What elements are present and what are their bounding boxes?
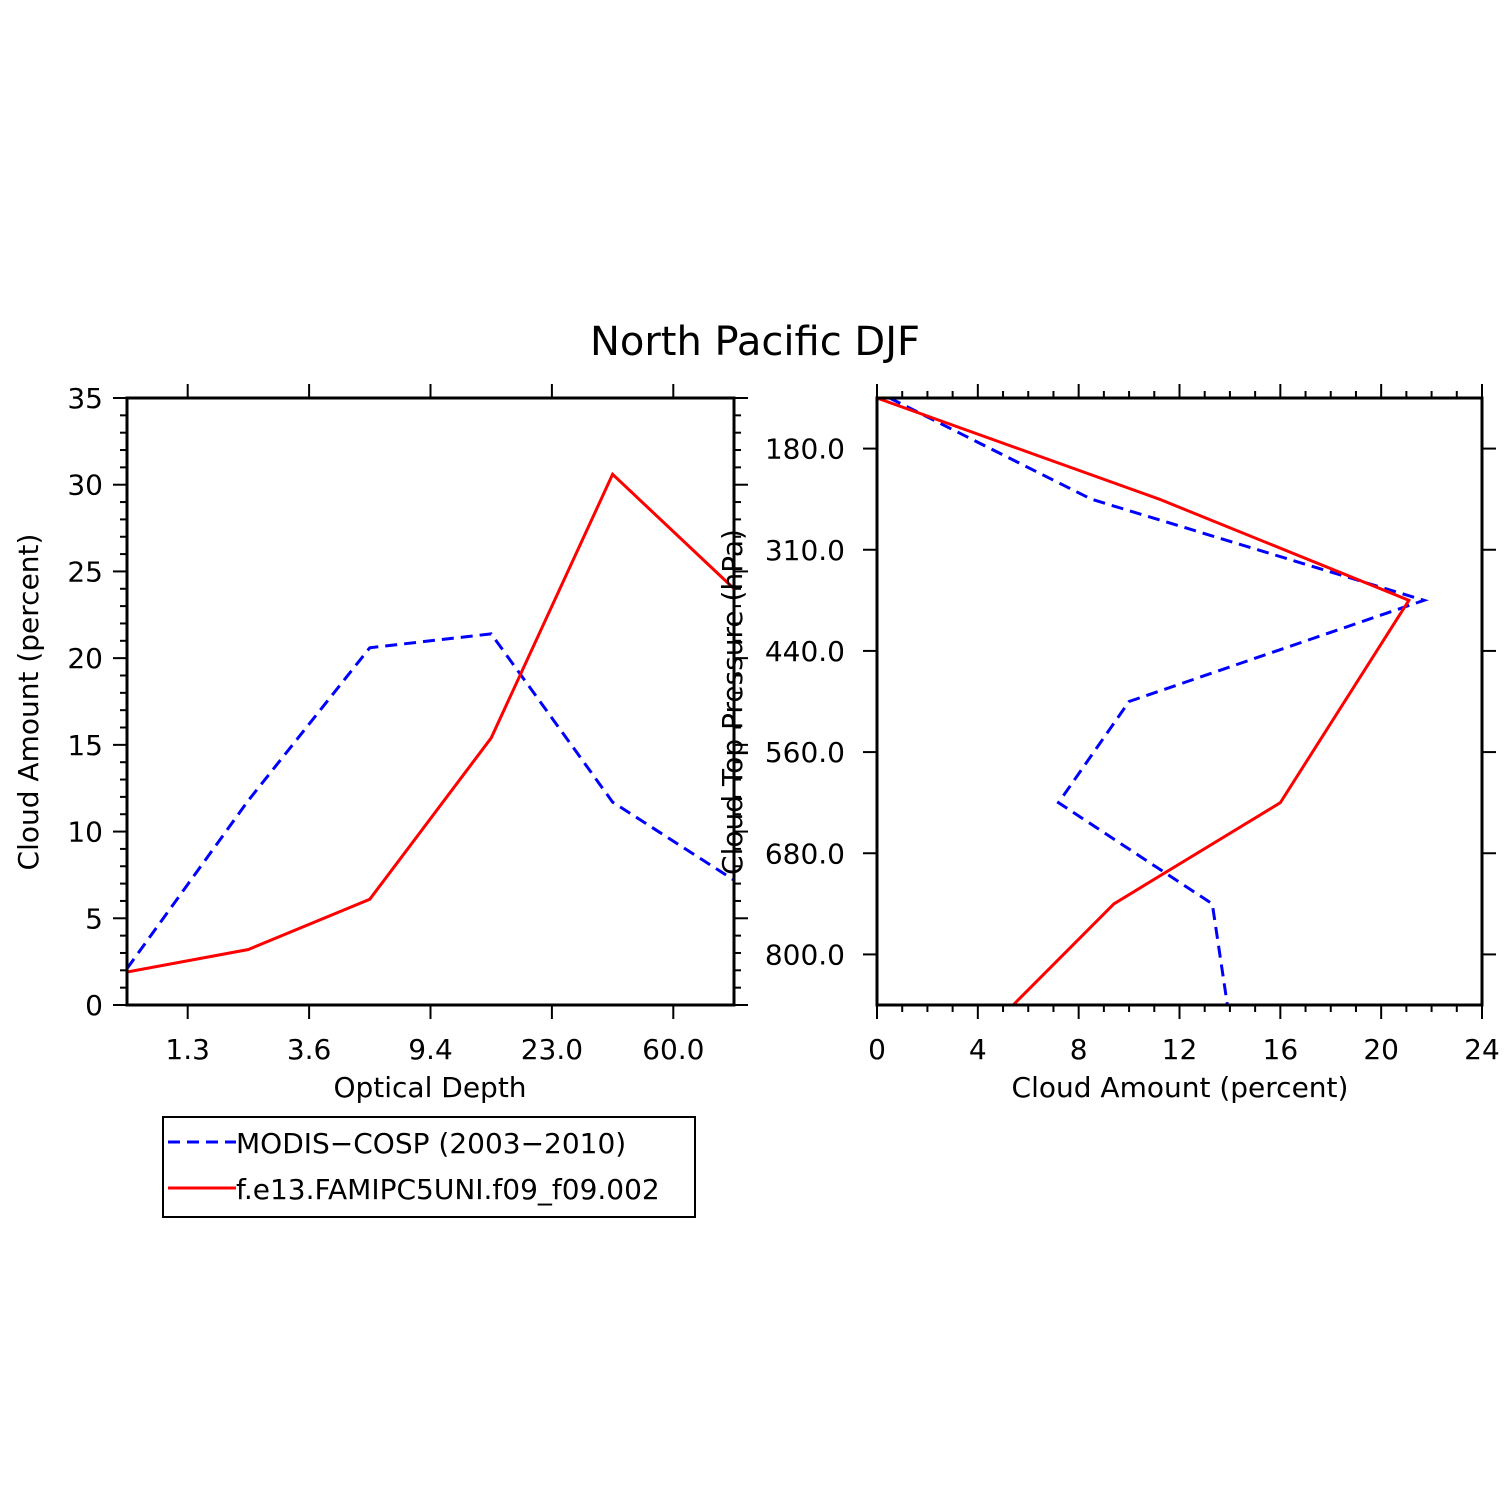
legend-label-obs: MODIS−COSP (2003−2010) — [236, 1127, 626, 1160]
left-series-line-model — [126, 471, 736, 974]
left-y-tick-label: 15 — [67, 729, 103, 762]
figure-title: North Pacific DJF — [590, 319, 920, 365]
left-y-tick-label: 5 — [85, 902, 103, 935]
right-x-tick-label: 4 — [969, 1033, 987, 1066]
legend-label-model: f.e13.FAMIPC5UNI.f09_f09.002 — [236, 1173, 660, 1206]
left-y-tick-label: 0 — [85, 989, 103, 1022]
right-y-tick-label: 440.0 — [765, 635, 845, 668]
right-x-tick-label: 20 — [1363, 1033, 1399, 1066]
left-x-tick-label: 9.4 — [408, 1033, 453, 1066]
left-x-axis-label: Optical Depth — [333, 1071, 526, 1104]
right-y-tick-label: 310.0 — [765, 534, 845, 567]
legend: MODIS−COSP (2003−2010) f.e13.FAMIPC5UNI.… — [162, 1116, 696, 1218]
left-x-tick-label: 1.3 — [165, 1033, 210, 1066]
right-x-tick-label: 16 — [1263, 1033, 1299, 1066]
left-series — [125, 471, 736, 974]
right-x-tick-label: 0 — [868, 1033, 886, 1066]
right-x-axis-label: Cloud Amount (percent) — [1012, 1071, 1349, 1104]
right-series-line-model — [876, 396, 1412, 1007]
right-y-tick-labels: 180.0 310.0 440.0 560.0 680.0 800.0 — [765, 433, 845, 972]
left-y-axis-label: Cloud Amount (percent) — [12, 534, 45, 871]
left-y-tick-label: 35 — [67, 382, 103, 415]
left-plot-frame — [125, 396, 736, 1007]
right-x-tick-labels: 0 4 8 12 16 20 24 — [868, 1033, 1500, 1066]
right-y-tick-label: 800.0 — [765, 938, 845, 971]
left-x-tick-label: 23.0 — [521, 1033, 583, 1066]
legend-box — [162, 1116, 696, 1218]
left-x-tick-label: 3.6 — [287, 1033, 332, 1066]
right-y-tick-label: 180.0 — [765, 433, 845, 466]
right-x-tick-label: 12 — [1162, 1033, 1198, 1066]
right-y-tick-label: 560.0 — [765, 736, 845, 769]
right-axis-ticks — [863, 384, 1496, 1019]
right-y-axis-label: Cloud Top Pressure (hPa) — [716, 529, 749, 875]
right-x-tick-label: 24 — [1464, 1033, 1500, 1066]
left-x-tick-label: 60.0 — [642, 1033, 704, 1066]
left-y-tick-label: 10 — [67, 816, 103, 849]
right-series-line-obs — [888, 396, 1429, 1006]
left-series-line-obs — [125, 632, 735, 970]
right-series — [876, 396, 1429, 1007]
right-x-tick-label: 8 — [1070, 1033, 1088, 1066]
left-y-tick-label: 20 — [67, 642, 103, 675]
left-y-tick-labels: 0 5 10 15 20 25 30 35 — [67, 382, 103, 1022]
left-y-tick-label: 25 — [67, 555, 103, 588]
right-y-tick-label: 680.0 — [765, 837, 845, 870]
right-panel: 180.0 310.0 440.0 560.0 680.0 800.0 0 4 8 12 16 20… — [716, 384, 1500, 1104]
left-x-tick-labels: 1.3 3.6 9.4 23.0 60.0 — [165, 1033, 704, 1066]
right-plot-frame — [875, 396, 1484, 1007]
left-y-tick-label: 30 — [67, 469, 103, 502]
left-panel: 0 5 10 15 20 25 30 35 1.3 3.6 9.4 23.0 60.0 Optical… — [12, 382, 748, 1104]
